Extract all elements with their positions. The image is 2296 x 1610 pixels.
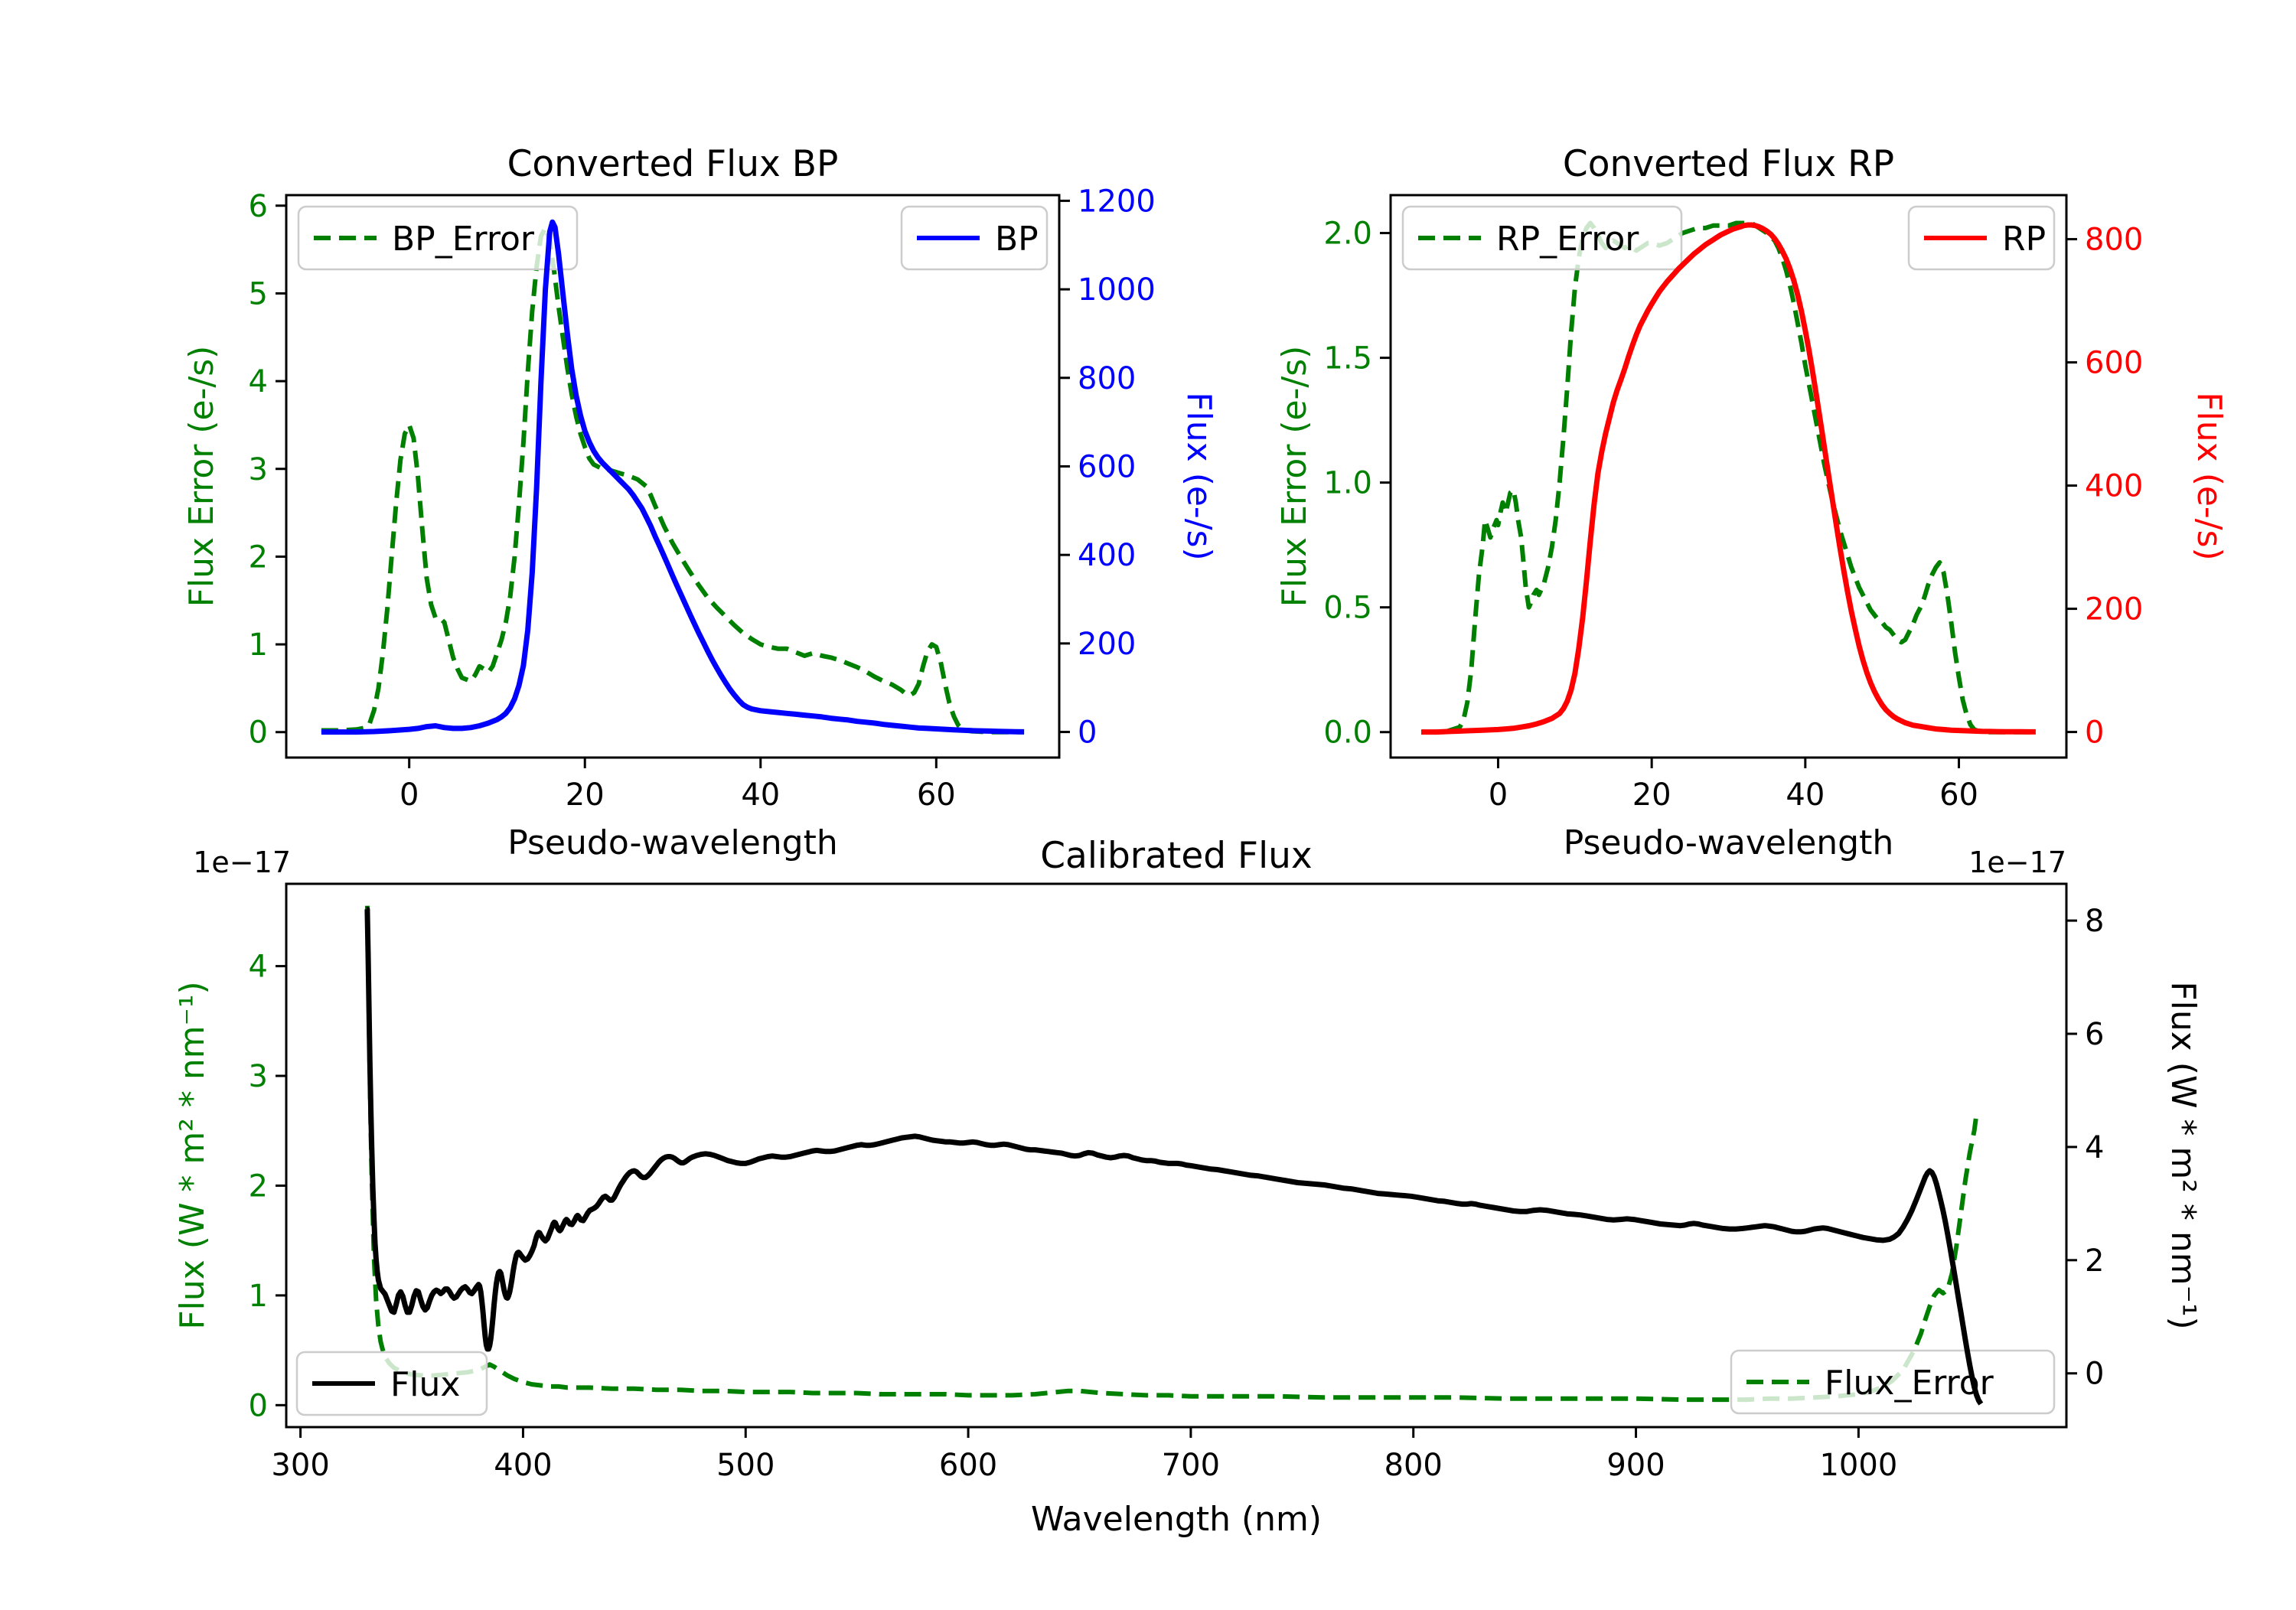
right-tick-label-rp: 800	[2085, 223, 2143, 258]
left-tick-label-cal: 1	[249, 1279, 268, 1314]
right-tick-label-bp: 0	[1078, 715, 1097, 751]
flux-curve	[364, 906, 1984, 1406]
axes-frame-cal	[285, 882, 2068, 1429]
legend-box-flux	[295, 1351, 488, 1416]
bp-error-curve	[321, 225, 1025, 735]
x-tick-label-cal: 700	[1162, 1448, 1220, 1483]
chart-title-cal: Calibrated Flux	[1040, 835, 1313, 877]
right-tick-label-bp: 400	[1078, 538, 1136, 573]
x-tick-label-bp: 20	[566, 777, 605, 813]
rp-error-curve	[1421, 220, 2036, 735]
right-tick-label-bp: 800	[1078, 361, 1136, 396]
bp-curve	[321, 219, 1025, 735]
left-tick-label-rp: 0.5	[1323, 591, 1372, 626]
x-tick-label-cal: 500	[716, 1448, 775, 1483]
legend-box-bp-error	[297, 205, 579, 271]
left-tick-label-rp: 1.5	[1323, 341, 1372, 376]
left-tick-label-bp: 4	[249, 364, 268, 399]
axes-frame-rp	[1389, 194, 2068, 759]
right-tick-label-bp: 200	[1078, 627, 1136, 662]
x-tick-label-rp: 60	[1939, 777, 1978, 813]
x-tick-label-bp: 60	[917, 777, 956, 813]
right-tick-label-rp: 0	[2085, 715, 2104, 751]
x-axis-label-bp: Pseudo-wavelength	[507, 823, 838, 862]
right-tick-label-bp: 600	[1078, 449, 1136, 484]
x-tick-label-cal: 300	[271, 1448, 329, 1483]
x-tick-label-bp: 0	[400, 777, 419, 813]
right-tick-label-cal: 0	[2085, 1357, 2104, 1392]
right-tick-label-cal: 2	[2085, 1243, 2104, 1279]
left-axis-label-rp: Flux Error (e-/s)	[1275, 346, 1314, 608]
left-tick-label-bp: 0	[249, 715, 268, 751]
left-tick-label-bp: 2	[249, 539, 268, 575]
left-tick-label-rp: 1.0	[1323, 466, 1372, 501]
right-axis-label-rp: Flux (e-/s)	[2190, 392, 2229, 560]
right-tick-label-bp: 1200	[1078, 184, 1156, 219]
legend-box-rp-error	[1401, 205, 1683, 271]
rp-curve	[1421, 222, 2036, 735]
left-tick-label-cal: 0	[249, 1388, 268, 1423]
chart-title-rp: Converted Flux RP	[1563, 143, 1894, 185]
left-tick-label-bp: 1	[249, 627, 268, 663]
left-axis-label-bp: Flux Error (e-/s)	[182, 346, 221, 608]
x-axis-label-rp: Pseudo-wavelength	[1564, 823, 1894, 862]
right-axis-label-bp: Flux (e-/s)	[1179, 392, 1218, 560]
x-tick-label-cal: 1000	[1819, 1448, 1897, 1483]
left-tick-label-cal: 3	[249, 1059, 268, 1094]
right-tick-label-rp: 400	[2085, 469, 2143, 504]
x-tick-label-rp: 40	[1786, 777, 1825, 813]
legend-label-bp: BP	[995, 220, 1039, 259]
right-axis-label-cal: Flux (W * m² * nm⁻¹)	[2164, 981, 2203, 1329]
right-offset-text-cal: 1e−17	[1968, 846, 2066, 879]
x-tick-label-cal: 400	[494, 1448, 552, 1483]
left-tick-label-cal: 4	[249, 950, 268, 985]
x-axis-label-cal: Wavelength (nm)	[1031, 1500, 1322, 1539]
left-axis-label-cal: Flux (W * m² * nm⁻¹)	[173, 981, 212, 1329]
right-tick-label-rp: 200	[2085, 592, 2143, 627]
x-tick-label-cal: 600	[939, 1448, 997, 1483]
left-tick-label-bp: 3	[249, 452, 268, 487]
right-tick-label-cal: 8	[2085, 904, 2104, 939]
right-tick-label-cal: 6	[2085, 1017, 2104, 1052]
x-tick-label-cal: 800	[1384, 1448, 1443, 1483]
left-tick-label-rp: 2.0	[1323, 217, 1372, 252]
legend-label-flux-error: Flux_Error	[1825, 1364, 1994, 1403]
legend-label-rp-error: RP_Error	[1496, 220, 1639, 259]
x-tick-label-cal: 900	[1606, 1448, 1665, 1483]
chart-title-bp: Converted Flux BP	[507, 143, 839, 185]
flux-error-curve	[364, 905, 1979, 1403]
left-tick-label-bp: 5	[249, 276, 268, 311]
legend-label-bp-error: BP_Error	[392, 220, 535, 259]
left-offset-text-cal: 1e−17	[193, 846, 291, 879]
left-tick-label-cal: 2	[249, 1168, 268, 1204]
right-tick-label-bp: 1000	[1078, 272, 1156, 308]
x-tick-label-bp: 40	[741, 777, 780, 813]
x-tick-label-rp: 20	[1632, 777, 1671, 813]
legend-label-flux: Flux	[390, 1365, 460, 1404]
left-tick-label-rp: 0.0	[1323, 715, 1372, 751]
x-tick-label-rp: 0	[1489, 777, 1508, 813]
legend-box-flux-error	[1730, 1349, 2056, 1415]
axes-frame-bp	[285, 194, 1061, 759]
right-tick-label-cal: 4	[2085, 1130, 2104, 1165]
legend-label-rp: RP	[2002, 220, 2046, 259]
right-tick-label-rp: 600	[2085, 346, 2143, 381]
left-tick-label-bp: 6	[249, 189, 268, 224]
